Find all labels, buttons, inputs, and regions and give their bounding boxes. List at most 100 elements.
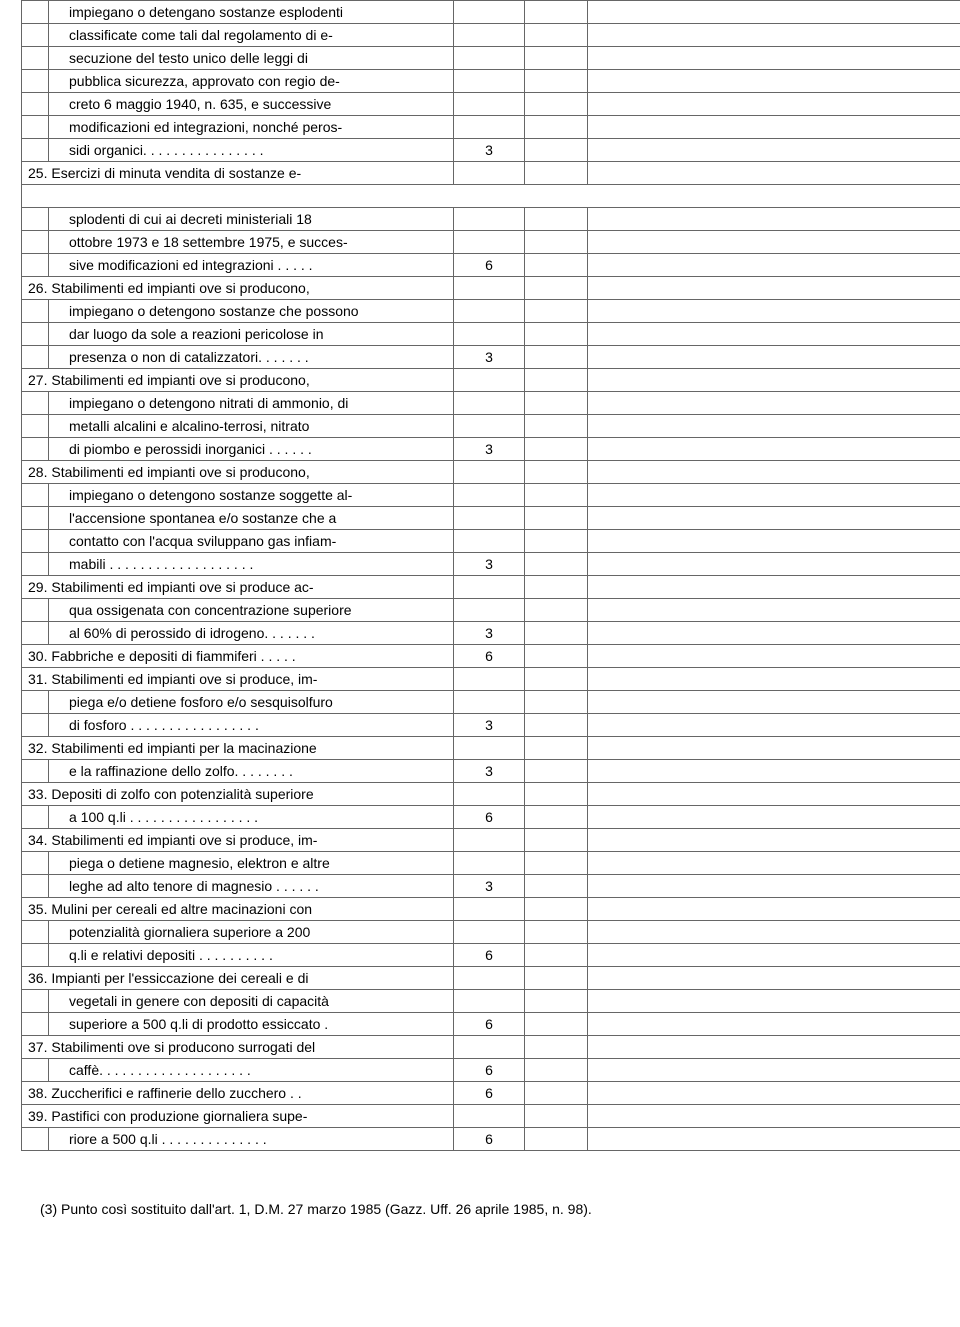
col-text: impiegano o detengono sostanze che posso… [49,300,454,323]
col-value [454,967,525,990]
col-empty-2 [588,484,960,507]
col-stub [22,231,49,254]
col-stub [22,852,49,875]
col-value [454,70,525,93]
col-empty-1 [525,737,588,760]
col-value: 6 [454,1013,525,1036]
col-empty-1 [525,231,588,254]
table-row: sidi organici. . . . . . . . . . . . . .… [22,139,960,162]
col-empty-1 [525,392,588,415]
col-empty-1 [525,783,588,806]
col-text: piega o detiene magnesio, elektron e alt… [49,852,454,875]
col-text: caffè. . . . . . . . . . . . . . . . . .… [49,1059,454,1082]
col-empty-2 [588,783,960,806]
col-empty-2 [588,714,960,737]
table-row: vegetali in genere con depositi di capac… [22,990,960,1013]
col-stub [22,70,49,93]
col-stub [22,323,49,346]
col-empty-1 [525,944,588,967]
table-row: 36. Impianti per l'essiccazione dei cere… [22,967,960,990]
col-text: sidi organici. . . . . . . . . . . . . .… [49,139,454,162]
col-value [454,990,525,1013]
table-row: 37. Stabilimenti ove si producono surrog… [22,1036,960,1059]
table-row: impiegano o detengono sostanze soggette … [22,484,960,507]
col-text: riore a 500 q.li . . . . . . . . . . . .… [49,1128,454,1151]
table-row: q.li e relativi depositi . . . . . . . .… [22,944,960,967]
table-row: piega e/o detiene fosforo e/o sesquisolf… [22,691,960,714]
col-stub [22,990,49,1013]
col-text: di fosforo . . . . . . . . . . . . . . .… [49,714,454,737]
col-empty-1 [525,668,588,691]
col-empty-2 [588,990,960,1013]
col-empty-2 [588,530,960,553]
table-row: superiore a 500 q.li di prodotto essicca… [22,1013,960,1036]
table-row: 26. Stabilimenti ed impianti ove si prod… [22,277,960,300]
col-empty-2 [588,70,960,93]
col-empty-2 [588,737,960,760]
col-value: 3 [454,139,525,162]
col-empty-2 [588,944,960,967]
col-stub [22,760,49,783]
col-empty-2 [588,139,960,162]
col-stub [22,47,49,70]
col-empty-2 [588,829,960,852]
table-row: dar luogo da sole a reazioni pericolose … [22,323,960,346]
col-empty-2 [588,806,960,829]
col-value [454,461,525,484]
col-empty-2 [588,1128,960,1151]
col-text: 27. Stabilimenti ed impianti ove si prod… [22,369,454,392]
col-empty-2 [588,415,960,438]
col-text: vegetali in genere con depositi di capac… [49,990,454,1013]
col-value: 6 [454,806,525,829]
col-value [454,415,525,438]
col-empty-2 [588,898,960,921]
col-text: 30. Fabbriche e depositi di fiammiferi .… [22,645,454,668]
table-row: 33. Depositi di zolfo con potenzialità s… [22,783,960,806]
col-text: di piombo e perossidi inorganici . . . .… [49,438,454,461]
col-empty-2 [588,875,960,898]
col-value [454,921,525,944]
table-row: piega o detiene magnesio, elektron e alt… [22,852,960,875]
col-stub [22,1,49,24]
col-value: 3 [454,553,525,576]
col-value [454,392,525,415]
col-stub [22,1128,49,1151]
col-text: 33. Depositi di zolfo con potenzialità s… [22,783,454,806]
col-empty-2 [588,622,960,645]
col-empty-1 [525,622,588,645]
col-text: e la raffinazione dello zolfo. . . . . .… [49,760,454,783]
col-text: classificate come tali dal regolamento d… [49,24,454,47]
table-row: metalli alcalini e alcalino-terrosi, nit… [22,415,960,438]
col-text: mabili . . . . . . . . . . . . . . . . .… [49,553,454,576]
col-empty-1 [525,507,588,530]
footnote-text: (3) Punto così sostituito dall'art. 1, D… [40,1201,960,1217]
col-value: 3 [454,760,525,783]
col-empty-1 [525,760,588,783]
table-row: mabili . . . . . . . . . . . . . . . . .… [22,553,960,576]
table-row: splodenti di cui ai decreti ministeriali… [22,208,960,231]
table-row: qua ossigenata con concentrazione superi… [22,599,960,622]
col-value: 3 [454,714,525,737]
col-text: 25. Esercizi di minuta vendita di sostan… [22,162,454,185]
col-text: ottobre 1973 e 18 settembre 1975, e succ… [49,231,454,254]
col-value: 6 [454,645,525,668]
col-empty-1 [525,875,588,898]
col-text: 35. Mulini per cereali ed altre macinazi… [22,898,454,921]
col-text: 39. Pastifici con produzione giornaliera… [22,1105,454,1128]
table-row: classificate come tali dal regolamento d… [22,24,960,47]
col-stub [22,921,49,944]
table-row: 34. Stabilimenti ed impianti ove si prod… [22,829,960,852]
col-stub [22,507,49,530]
table-row: di fosforo . . . . . . . . . . . . . . .… [22,714,960,737]
table-row: secuzione del testo unico delle leggi di [22,47,960,70]
table-row: 38. Zuccherifici e raffinerie dello zucc… [22,1082,960,1105]
col-empty-1 [525,208,588,231]
col-text: impiegano o detengono nitrati di ammonio… [49,392,454,415]
col-empty-2 [588,162,960,185]
col-empty-1 [525,1059,588,1082]
col-empty-2 [588,116,960,139]
col-empty-1 [525,323,588,346]
col-value [454,737,525,760]
col-empty-2 [588,1059,960,1082]
col-value [454,852,525,875]
